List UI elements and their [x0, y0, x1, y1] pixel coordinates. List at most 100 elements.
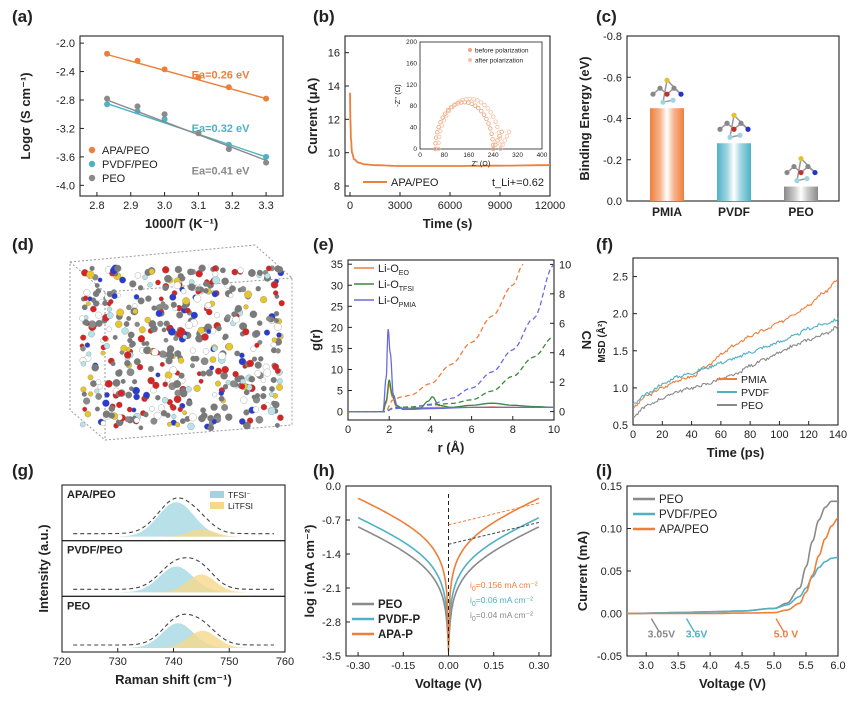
atom: [126, 368, 135, 377]
atom: [201, 333, 209, 341]
atom: [237, 267, 244, 274]
legend-entry: APA/PEO: [659, 524, 709, 536]
y-tick-label: -2.8: [56, 95, 75, 107]
inset-point: [490, 137, 495, 142]
inset-point: [475, 98, 480, 103]
atom: [239, 352, 245, 359]
legend-entry: PVDF/PEO: [659, 509, 717, 521]
panel-label: (c): [596, 7, 617, 26]
legend-marker: [88, 174, 96, 182]
legend-marker: [88, 160, 96, 168]
litfsi-peak-area: [73, 574, 274, 593]
atom: [155, 310, 163, 317]
atom: [209, 356, 217, 363]
atom: [116, 308, 125, 317]
data-point: [104, 50, 111, 57]
x-tick-label: 5.5: [798, 660, 813, 672]
inset-point: [506, 129, 512, 135]
molecule-atom: [717, 126, 723, 132]
x-tick-label: 6.0: [830, 660, 845, 672]
molecule-atom: [737, 132, 743, 138]
atom: [87, 374, 94, 381]
atom: [94, 283, 100, 288]
legend-entry: PEO: [378, 599, 402, 611]
atom: [133, 393, 140, 401]
inset-legend-entry: after polarization: [475, 58, 523, 65]
atom: [82, 295, 89, 302]
atom: [206, 308, 213, 316]
atom: [273, 290, 279, 296]
atom: [243, 409, 250, 416]
ea-annotation: Ea=0.26 eV: [192, 70, 250, 82]
atom: [263, 329, 271, 336]
molecule-atom: [727, 134, 733, 140]
y-tick-label: 0.05: [601, 566, 622, 578]
atom: [277, 414, 284, 421]
data-point: [104, 101, 111, 108]
bar: [784, 186, 818, 201]
atom: [129, 386, 134, 392]
inset-point: [498, 142, 503, 147]
atom: [220, 267, 226, 274]
inset-legend-marker: [468, 58, 472, 62]
y-tick-label: 0.5: [613, 420, 628, 432]
legend-entry: APA/PEO: [391, 177, 439, 189]
atom: [91, 363, 99, 372]
atom: [212, 271, 219, 277]
atom: [248, 269, 256, 277]
data-point: [263, 95, 270, 102]
y-tick-label: 20: [331, 322, 343, 334]
inset-legend-entry: before polarization: [475, 48, 529, 55]
legend-entry: PEO: [659, 494, 683, 506]
atom: [193, 294, 202, 303]
y-tick-label: 0.00: [601, 609, 622, 621]
atom: [108, 299, 114, 305]
atom: [222, 333, 229, 340]
y-tick-label: 0.0: [607, 196, 622, 208]
atom: [271, 400, 277, 407]
x-tick-label: 100: [770, 429, 788, 441]
y-tick-label: 6: [559, 318, 565, 330]
molecule-bond: [662, 80, 668, 103]
atom: [132, 308, 138, 315]
atom: [207, 424, 215, 432]
y-tick-label: -3.5: [322, 651, 341, 663]
msd-curve: [632, 279, 838, 409]
y-axis-title: Current (mA): [575, 531, 590, 611]
atom: [147, 365, 155, 372]
bar: [717, 143, 751, 201]
tfsi-peak-area: [73, 502, 274, 537]
atom: [153, 411, 162, 420]
atom: [159, 361, 165, 367]
inset-point: [445, 108, 451, 113]
atom: [150, 417, 158, 425]
data-point: [134, 103, 141, 110]
atom: [94, 388, 100, 394]
inset-x-title: Z' (Ω): [472, 159, 491, 168]
atom: [222, 384, 229, 390]
atom: [267, 407, 276, 415]
atom: [197, 326, 205, 334]
axes-frame: [79, 35, 284, 197]
atom: [193, 355, 200, 362]
inset-point: [437, 134, 442, 140]
atom: [195, 286, 201, 292]
subpanel-frame: [61, 595, 286, 653]
legend-entry: TFSI⁻: [228, 490, 251, 500]
atom: [176, 311, 184, 319]
molecule-atom: [738, 120, 744, 126]
atom: [266, 316, 272, 322]
inset-x-tick: 320: [512, 152, 523, 159]
molecule-atom: [791, 163, 797, 170]
molecule-atom: [657, 85, 663, 91]
y-axis-title: Current (μA): [305, 78, 320, 155]
atom: [126, 304, 132, 311]
x-axis-title: Time (s): [423, 216, 473, 231]
atom: [137, 297, 145, 305]
x-tick-label: 4.0: [702, 660, 717, 672]
atom: [212, 265, 218, 272]
exchange-current-annotation: i0=0.04 mA cm⁻²: [470, 610, 533, 623]
atom: [203, 288, 209, 294]
onset-arrow: [685, 618, 696, 633]
fit-line: [106, 53, 267, 100]
